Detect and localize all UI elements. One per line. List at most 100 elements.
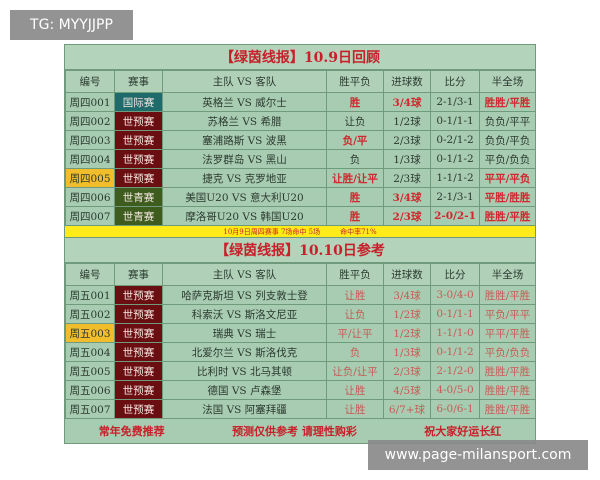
cell-half: 胜胜/平胜 bbox=[479, 361, 536, 381]
table-row: 周四004 世预赛 法罗群岛 VS 黑山负 1/3球 0-1/1-2 平负/负负 bbox=[65, 149, 536, 169]
cell-half: 平平/平负 bbox=[479, 168, 536, 188]
cell-goals: 2/3球 bbox=[383, 361, 431, 381]
cell-match: 塞浦路斯 VS 波黑 bbox=[162, 130, 327, 150]
column-header: 赛事 bbox=[114, 263, 163, 286]
table-row: 周四005 世预赛 捷克 VS 克罗地亚 让胜/让平 2/3球 1-1/1-2 平平/平负 bbox=[65, 168, 536, 188]
cell-half: 负负/平负 bbox=[479, 130, 536, 150]
cell-league: 世预赛 bbox=[114, 399, 163, 419]
cell-id: 周五006 bbox=[65, 380, 115, 400]
table-row: 周四002 世预赛 苏格兰 VS 希腊 让负 1/2球 0-1/1-1 负负/平平 bbox=[65, 111, 536, 131]
cell-goals: 2/3球 bbox=[383, 130, 431, 150]
cell-league: 世预赛 bbox=[114, 130, 163, 150]
column-header: 比分 bbox=[430, 263, 480, 286]
cell-id: 周五004 bbox=[65, 342, 115, 362]
cell-result: 胜 bbox=[326, 187, 384, 207]
cell-half: 平胜/胜胜 bbox=[479, 187, 536, 207]
cell-goals: 3/4球 bbox=[383, 92, 431, 112]
cell-score: 0-1/1-1 bbox=[430, 111, 480, 131]
cell-match: 苏格兰 VS 希腊 bbox=[162, 111, 327, 131]
cell-score: 0-1/1-2 bbox=[430, 342, 480, 362]
cell-match: 捷克 VS 克罗地亚 bbox=[162, 168, 327, 188]
table-row: 周五005 世预赛 比利时 VS 北马其顿 让负/让平 2/3球 2-1/2-0 胜胜/平胜 bbox=[65, 361, 536, 381]
cell-match: 美国U20 VS 意大利U20 bbox=[162, 187, 327, 207]
cell-goals: 1/2球 bbox=[383, 323, 431, 343]
cell-goals: 1/3球 bbox=[383, 342, 431, 362]
cell-half: 平负/负负 bbox=[479, 149, 536, 169]
cell-goals: 3/4球 bbox=[383, 285, 431, 305]
column-header: 主队 VS 客队 bbox=[162, 70, 327, 93]
cell-id: 周五002 bbox=[65, 304, 115, 324]
table-row: 周五003 世预赛 瑞典 VS 瑞士 平/让平 1/2球 1-1/1-0 平平/平胜 bbox=[65, 323, 536, 343]
cell-score: 2-1/3-1 bbox=[430, 92, 480, 112]
review-table: 编号 赛事 主队 VS 客队 胜平负 进球数 比分 半全场 周四001 国际赛 英格兰 VS 威尔… bbox=[65, 70, 536, 226]
cell-id: 周四001 bbox=[65, 92, 115, 112]
cell-id: 周五005 bbox=[65, 361, 115, 381]
footer-slogan: 常年免费推荐 bbox=[98, 425, 165, 438]
cell-goals: 4/5球 bbox=[383, 380, 431, 400]
column-header: 胜平负 bbox=[326, 70, 384, 93]
cell-half: 胜胜/平胜 bbox=[479, 92, 536, 112]
table-row: 周四007 世青赛 摩洛哥U20 VS 韩国U20 胜 2/3球 2-0/2-1 胜胜/平胜 bbox=[65, 206, 536, 226]
cell-score: 2-0/2-1 bbox=[430, 206, 480, 226]
cell-id: 周四003 bbox=[65, 130, 115, 150]
cell-half: 胜胜/平胜 bbox=[479, 380, 536, 400]
cell-score: 2-1/3-1 bbox=[430, 187, 480, 207]
preview-table: 编号 赛事 主队 VS 客队 胜平负 进球数 比分 半全场 周五001 世预赛 哈萨克斯坦 VS … bbox=[65, 263, 536, 419]
table-row: 周五007 世预赛 法国 VS 阿塞拜疆 让胜 6/7+球 6-0/6-1 胜胜/平胜 bbox=[65, 399, 536, 419]
column-header: 进球数 bbox=[383, 70, 431, 93]
cell-result: 让胜/让平 bbox=[326, 168, 384, 188]
cell-result: 负/平 bbox=[326, 130, 384, 150]
column-header: 胜平负 bbox=[326, 263, 384, 286]
cell-score: 2-1/2-0 bbox=[430, 361, 480, 381]
cell-result: 让负/让平 bbox=[326, 361, 384, 381]
cell-result: 胜 bbox=[326, 92, 384, 112]
footer-disclaimer: 预测仅供参考 请理性购彩 bbox=[232, 425, 357, 438]
table-row: 周四003 世预赛 塞浦路斯 VS 波黑 负/平 2/3球 0-2/1-2 负负/平负 bbox=[65, 130, 536, 150]
table-row: 周四001 国际赛 英格兰 VS 威尔士胜 3/4球 2-1/3-1 胜胜/平胜 bbox=[65, 92, 536, 112]
cell-half: 胜胜/平胜 bbox=[479, 206, 536, 226]
cell-result: 让胜 bbox=[326, 285, 384, 305]
table-row: 周五001 世预赛 哈萨克斯坦 VS 列支敦士登 让胜 3/4球 3-0/4-0 胜胜/平胜 bbox=[65, 285, 536, 305]
cell-score: 1-1/1-0 bbox=[430, 323, 480, 343]
cell-half: 平负/平平 bbox=[479, 304, 536, 324]
cell-id: 周四007 bbox=[65, 206, 115, 226]
cell-goals: 2/3球 bbox=[383, 206, 431, 226]
cell-match: 英格兰 VS 威尔士 bbox=[162, 92, 327, 112]
cell-match: 比利时 VS 北马其顿 bbox=[162, 361, 327, 381]
cell-match: 摩洛哥U20 VS 韩国U20 bbox=[162, 206, 327, 226]
cell-id: 周四006 bbox=[65, 187, 115, 207]
table-row: 周五002 世预赛 科索沃 VS 斯洛文尼亚 让负 1/2球 0-1/1-1 平负/平平 bbox=[65, 304, 536, 324]
cell-league: 世预赛 bbox=[114, 323, 163, 343]
cell-league: 世青赛 bbox=[114, 206, 163, 226]
cell-result: 让胜 bbox=[326, 399, 384, 419]
cell-result: 让负 bbox=[326, 111, 384, 131]
cell-goals: 6/7+球 bbox=[383, 399, 431, 419]
cell-league: 国际赛 bbox=[114, 92, 163, 112]
column-header: 赛事 bbox=[114, 70, 163, 93]
cell-result: 平/让平 bbox=[326, 323, 384, 343]
cell-half: 平平/平胜 bbox=[479, 323, 536, 343]
table-row: 周五004 世预赛 北爱尔兰 VS 斯洛伐克负 1/3球 0-1/1-2 平负/负负 bbox=[65, 342, 536, 362]
cell-id: 周四005 bbox=[65, 168, 115, 188]
summary-hits: 10月9日周四赛事 7场命中 5场 bbox=[223, 227, 321, 236]
cell-id: 周五003 bbox=[65, 323, 115, 343]
cell-match: 北爱尔兰 VS 斯洛伐克 bbox=[162, 342, 327, 362]
cell-score: 6-0/6-1 bbox=[430, 399, 480, 419]
cell-result: 让胜 bbox=[326, 380, 384, 400]
cell-match: 法国 VS 阿塞拜疆 bbox=[162, 399, 327, 419]
cell-match: 瑞典 VS 瑞士 bbox=[162, 323, 327, 343]
cell-result: 让负 bbox=[326, 304, 384, 324]
column-header: 半全场 bbox=[479, 70, 536, 93]
cell-score: 4-0/5-0 bbox=[430, 380, 480, 400]
cell-league: 世预赛 bbox=[114, 149, 163, 169]
cell-score: 3-0/4-0 bbox=[430, 285, 480, 305]
cell-league: 世预赛 bbox=[114, 168, 163, 188]
cell-league: 世预赛 bbox=[114, 361, 163, 381]
cell-half: 负负/平平 bbox=[479, 111, 536, 131]
column-header: 主队 VS 客队 bbox=[162, 263, 327, 286]
cell-match: 德国 VS 卢森堡 bbox=[162, 380, 327, 400]
cell-half: 平负/负负 bbox=[479, 342, 536, 362]
cell-score: 1-1/1-2 bbox=[430, 168, 480, 188]
cell-match: 法罗群岛 VS 黑山 bbox=[162, 149, 327, 169]
column-header: 编号 bbox=[65, 70, 115, 93]
